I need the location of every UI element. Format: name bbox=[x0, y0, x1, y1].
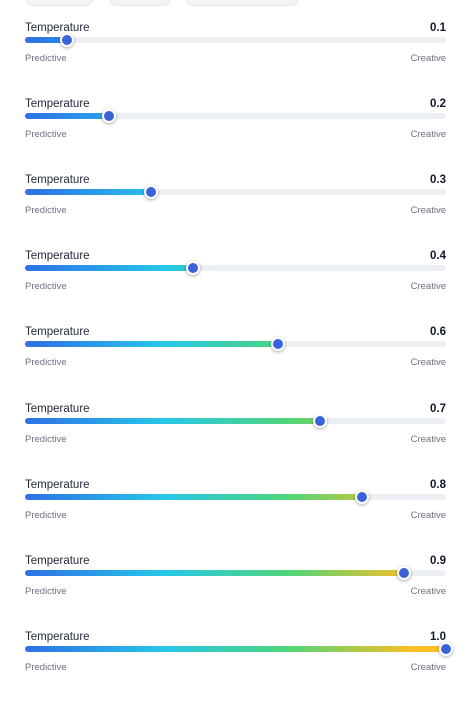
slider-fill bbox=[25, 494, 362, 500]
slider-label: Temperature bbox=[25, 98, 90, 110]
slider-value: 0.2 bbox=[430, 98, 446, 110]
slider-fill bbox=[25, 189, 152, 195]
temperature-slider: Temperature 0.1 Predictive Creative bbox=[25, 22, 446, 82]
slider-label: Temperature bbox=[25, 631, 90, 643]
slider-max-label: Creative bbox=[410, 53, 446, 64]
slider-thumb[interactable] bbox=[186, 261, 201, 275]
slider-label: Temperature bbox=[25, 403, 90, 415]
slider-track[interactable] bbox=[25, 185, 446, 199]
slider-value: 0.4 bbox=[430, 250, 446, 262]
slider-header: Temperature 0.1 bbox=[25, 22, 446, 38]
slider-min-label: Predictive bbox=[25, 434, 67, 445]
top-pill[interactable] bbox=[185, 0, 299, 6]
slider-header: Temperature 0.6 bbox=[25, 326, 446, 342]
slider-label: Temperature bbox=[25, 250, 90, 262]
slider-thumb[interactable] bbox=[396, 566, 411, 580]
slider-header: Temperature 0.9 bbox=[25, 555, 446, 571]
slider-max-label: Creative bbox=[410, 434, 446, 445]
slider-label: Temperature bbox=[25, 555, 90, 567]
top-pill-group bbox=[25, 0, 325, 6]
slider-min-label: Predictive bbox=[25, 662, 67, 673]
slider-header: Temperature 1.0 bbox=[25, 631, 446, 647]
slider-max-label: Creative bbox=[410, 281, 446, 292]
slider-thumb[interactable] bbox=[60, 33, 75, 47]
top-pill[interactable] bbox=[25, 0, 93, 6]
temperature-slider: Temperature 0.7 Predictive Creative bbox=[25, 403, 446, 463]
temperature-slider: Temperature 0.8 Predictive Creative bbox=[25, 479, 446, 539]
slider-fill bbox=[25, 37, 68, 43]
slider-min-label: Predictive bbox=[25, 53, 67, 64]
slider-thumb[interactable] bbox=[270, 337, 285, 351]
slider-value: 1.0 bbox=[430, 631, 446, 643]
slider-track[interactable] bbox=[25, 261, 446, 275]
slider-label: Temperature bbox=[25, 479, 90, 491]
slider-fill bbox=[25, 418, 320, 424]
slider-track[interactable] bbox=[25, 566, 446, 580]
top-pill[interactable] bbox=[109, 0, 171, 6]
slider-min-label: Predictive bbox=[25, 205, 67, 216]
slider-thumb[interactable] bbox=[312, 414, 327, 428]
slider-thumb[interactable] bbox=[144, 185, 159, 199]
slider-value: 0.3 bbox=[430, 174, 446, 186]
slider-max-label: Creative bbox=[410, 586, 446, 597]
slider-min-label: Predictive bbox=[25, 129, 67, 140]
slider-value: 0.8 bbox=[430, 479, 446, 491]
slider-header: Temperature 0.7 bbox=[25, 403, 446, 419]
slider-label: Temperature bbox=[25, 326, 90, 338]
slider-value: 0.9 bbox=[430, 555, 446, 567]
temperature-slider: Temperature 0.2 Predictive Creative bbox=[25, 98, 446, 158]
slider-thumb[interactable] bbox=[439, 642, 453, 656]
slider-max-label: Creative bbox=[410, 662, 446, 673]
temperature-slider: Temperature 0.6 Predictive Creative bbox=[25, 326, 446, 386]
slider-label: Temperature bbox=[25, 22, 90, 34]
slider-fill bbox=[25, 646, 446, 652]
slider-fill bbox=[25, 265, 194, 271]
slider-value: 0.7 bbox=[430, 403, 446, 415]
slider-value: 0.1 bbox=[430, 22, 446, 34]
slider-track[interactable] bbox=[25, 337, 446, 351]
slider-track[interactable] bbox=[25, 109, 446, 123]
slider-track[interactable] bbox=[25, 642, 453, 656]
slider-min-label: Predictive bbox=[25, 510, 67, 521]
slider-fill bbox=[25, 570, 404, 576]
slider-max-label: Creative bbox=[410, 129, 446, 140]
slider-thumb[interactable] bbox=[102, 109, 117, 123]
slider-header: Temperature 0.4 bbox=[25, 250, 446, 266]
slider-max-label: Creative bbox=[410, 357, 446, 368]
slider-track[interactable] bbox=[25, 33, 446, 47]
temperature-slider: Temperature 0.3 Predictive Creative bbox=[25, 174, 446, 234]
slider-min-label: Predictive bbox=[25, 586, 67, 597]
slider-value: 0.6 bbox=[430, 326, 446, 338]
slider-fill bbox=[25, 341, 278, 347]
slider-track[interactable] bbox=[25, 490, 446, 504]
slider-label: Temperature bbox=[25, 174, 90, 186]
temperature-slider: Temperature 0.4 Predictive Creative bbox=[25, 250, 446, 310]
slider-header: Temperature 0.3 bbox=[25, 174, 446, 190]
temperature-slider: Temperature 1.0 Predictive Creative bbox=[25, 631, 453, 691]
slider-max-label: Creative bbox=[410, 205, 446, 216]
slider-header: Temperature 0.2 bbox=[25, 98, 446, 114]
slider-fill bbox=[25, 113, 110, 119]
slider-track[interactable] bbox=[25, 414, 446, 428]
temperature-slider: Temperature 0.9 Predictive Creative bbox=[25, 555, 446, 615]
slider-min-label: Predictive bbox=[25, 357, 67, 368]
slider-min-label: Predictive bbox=[25, 281, 67, 292]
slider-max-label: Creative bbox=[410, 510, 446, 521]
slider-header: Temperature 0.8 bbox=[25, 479, 446, 495]
slider-thumb[interactable] bbox=[354, 490, 369, 504]
